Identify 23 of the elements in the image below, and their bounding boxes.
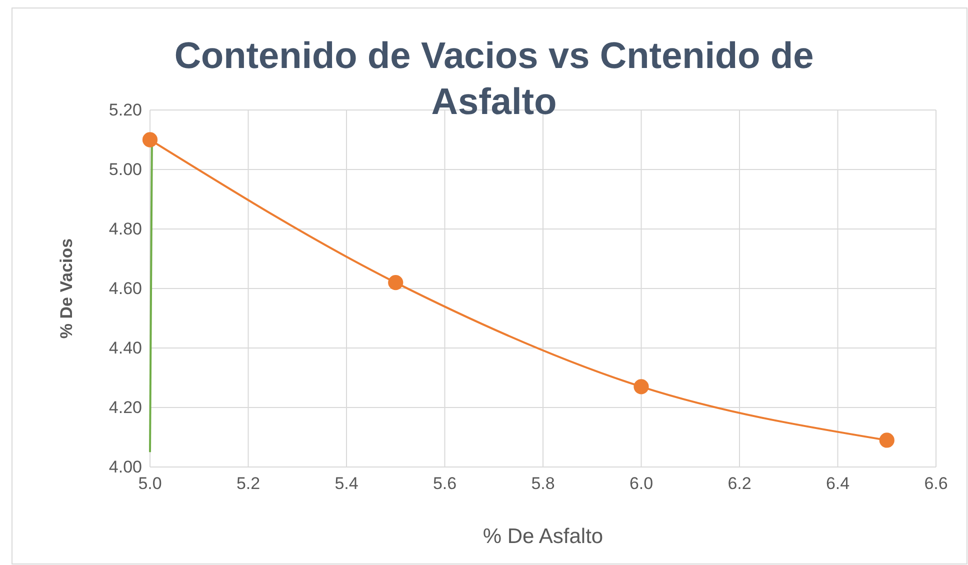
x-tick-label: 6.0 [629, 474, 654, 494]
x-tick-label: 6.2 [728, 474, 752, 494]
y-tick-label: 4.20 [108, 398, 142, 417]
y-tick-label: 4.40 [108, 338, 142, 358]
x-tick-label: 5.2 [236, 474, 260, 494]
x-tick-label: 5.8 [531, 474, 555, 494]
y-tick-label: 5.20 [108, 100, 142, 120]
y-tick-label: 4.80 [108, 219, 142, 238]
x-tick-label: 5.4 [334, 474, 358, 494]
y-tick-label: 4.00 [108, 457, 142, 476]
x-tick-label: 5.0 [138, 474, 162, 494]
y-tick-label: 4.60 [108, 278, 142, 298]
x-axis-title: % De Asfalto [482, 525, 604, 548]
x-tick-label: 6.4 [826, 474, 850, 494]
chart-title: Contenido de Vacios vs Cntenido de Asfalto [174, 35, 814, 122]
x-tick-label: 5.6 [432, 474, 457, 494]
point [388, 274, 404, 290]
y-axis-title: % De Vacios [57, 238, 76, 339]
x-tick-label: 6.6 [924, 474, 948, 494]
point [879, 432, 894, 448]
point [634, 379, 649, 394]
point [142, 132, 158, 148]
y-tick-label: 5.00 [108, 160, 142, 179]
